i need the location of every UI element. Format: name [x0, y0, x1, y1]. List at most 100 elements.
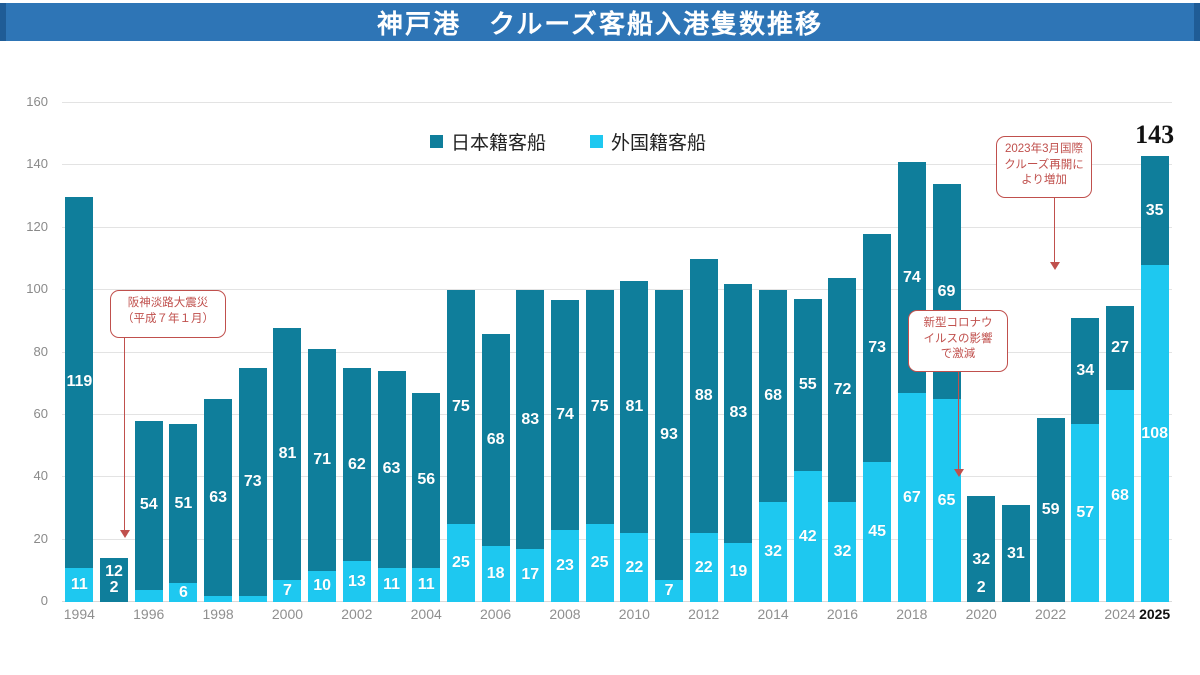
bar-segment-domestic[interactable]: 81 [273, 327, 302, 581]
bar-column[interactable]: 25 75 [585, 290, 614, 602]
bar-segment-foreign[interactable]: 108 [1140, 265, 1169, 602]
bar-segment-domestic[interactable]: 93 [655, 290, 684, 581]
bar-segment-domestic[interactable]: 68 [759, 290, 788, 503]
bar-column[interactable]: 108 35 143 [1135, 120, 1174, 602]
bar-segment-domestic[interactable]: 55 [793, 299, 822, 472]
bar-segment-domestic[interactable]: 31 [1001, 505, 1030, 602]
bar-segment-domestic[interactable]: 34 [1071, 318, 1100, 425]
legend-swatch-icon [590, 135, 604, 148]
bar-segment-foreign[interactable]: 19 [724, 542, 753, 602]
bar-column[interactable]: 31 [1001, 505, 1030, 602]
bar-segment-foreign[interactable]: 25 [446, 524, 475, 602]
bar-column[interactable]: 22 81 [620, 280, 649, 602]
bar-segment-foreign[interactable]: 32 [828, 502, 857, 602]
bar-column[interactable]: 10 71 [308, 349, 337, 602]
bar-segment-domestic[interactable]: 27 [1105, 305, 1134, 390]
bar-segment-domestic[interactable]: 88 [689, 258, 718, 534]
bar-column[interactable]: 73 [238, 368, 267, 602]
bar-segment-foreign[interactable]: 67 [897, 393, 926, 602]
bar-segment-domestic[interactable]: 68 [481, 333, 510, 546]
legend-item-domestic[interactable]: 日本籍客船 [430, 128, 546, 155]
bar-segment-domestic[interactable]: 12 2 [100, 558, 129, 602]
bar-column[interactable]: 18 68 [481, 333, 510, 602]
bar-segment-domestic[interactable]: 63 [377, 371, 406, 568]
bar-value-label: 75 [452, 398, 470, 416]
bar-column[interactable]: 11 63 [377, 371, 406, 602]
bar-segment-foreign[interactable]: 45 [863, 461, 892, 602]
bar-column[interactable]: 6 51 [169, 424, 198, 602]
bar-segment-domestic[interactable]: 74 [550, 299, 579, 531]
bar-segment-foreign[interactable]: 65 [932, 399, 961, 602]
bar-column[interactable]: 32 2 [967, 495, 996, 602]
bar-segment-domestic[interactable]: 59 [1036, 418, 1065, 602]
bar-value-label: 83 [521, 410, 540, 428]
bar-segment-foreign[interactable]: 57 [1071, 424, 1100, 602]
bar-segment-foreign[interactable]: 7 [273, 580, 302, 602]
bar-segment-foreign[interactable]: 11 [412, 567, 441, 602]
bar-segment-foreign[interactable]: 22 [620, 533, 649, 602]
bar-segment-foreign[interactable]: 6 [169, 583, 198, 602]
bar-segment-domestic[interactable]: 83 [516, 290, 545, 549]
bar-column[interactable]: 32 72 [828, 277, 857, 602]
bar-segment-domestic[interactable]: 62 [342, 368, 371, 562]
bar-segment-foreign[interactable]: 32 [759, 502, 788, 602]
bar-column[interactable]: 22 88 [689, 258, 718, 602]
bar-segment-domestic[interactable]: 54 [134, 421, 163, 590]
bar-column[interactable]: 13 62 [342, 368, 371, 602]
bar-segment-foreign[interactable]: 22 [689, 533, 718, 602]
bar-segment-foreign[interactable] [134, 589, 163, 602]
bar-column[interactable]: 23 74 [550, 299, 579, 602]
bar-segment-foreign[interactable] [238, 595, 267, 602]
bar-column[interactable]: 7 81 [273, 327, 302, 602]
gridline [62, 226, 1172, 228]
bar-column[interactable]: 11 56 [412, 393, 441, 602]
bar-segment-foreign[interactable]: 25 [585, 524, 614, 602]
bar-column[interactable]: 65 69 [932, 184, 961, 602]
bar-segment-domestic[interactable]: 71 [308, 349, 337, 571]
bar-segment-foreign[interactable]: 13 [342, 561, 371, 602]
bar-segment-foreign[interactable] [204, 595, 233, 602]
bar-column[interactable]: 12 2 [100, 558, 129, 602]
bar-value-label: 56 [417, 471, 436, 489]
bar-column[interactable]: 7 93 [655, 290, 684, 602]
bar-column[interactable]: 59 [1036, 418, 1065, 602]
bar-column[interactable]: 67 74 [897, 162, 926, 602]
bar-segment-foreign[interactable]: 11 [65, 567, 94, 602]
bar-value-label: 32 [972, 551, 991, 568]
bar-segment-domestic[interactable]: 51 [169, 424, 198, 584]
bar-segment-domestic[interactable]: 56 [412, 393, 441, 568]
bar-column[interactable]: 11 119 [65, 196, 94, 602]
bar-total-label: 143 [1135, 120, 1175, 150]
bar-column[interactable]: 63 [204, 399, 233, 602]
legend-item-foreign[interactable]: 外国籍客船 [590, 128, 706, 155]
bar-column[interactable]: 25 75 [446, 290, 475, 602]
bar-column[interactable]: 42 55 [793, 299, 822, 602]
bar-segment-domestic[interactable]: 73 [238, 368, 267, 596]
bar-value-label: 67 [902, 488, 921, 506]
bar-segment-domestic[interactable]: 75 [585, 290, 614, 525]
bar-segment-domestic[interactable]: 83 [724, 283, 753, 543]
bar-segment-domestic[interactable]: 72 [828, 277, 857, 503]
bar-column[interactable]: 19 83 [724, 283, 753, 602]
bar-segment-foreign[interactable]: 7 [655, 580, 684, 602]
bar-column[interactable]: 54 [134, 421, 163, 602]
bar-segment-foreign[interactable]: 11 [377, 567, 406, 602]
bar-segment-foreign[interactable]: 10 [308, 570, 337, 602]
bar-segment-foreign[interactable]: 17 [516, 548, 545, 602]
bar-segment-foreign[interactable]: 42 [793, 471, 822, 602]
bar-segment-domestic[interactable]: 63 [204, 399, 233, 596]
bar-column[interactable]: 17 83 [516, 290, 545, 602]
bar-column[interactable]: 57 34 [1071, 318, 1100, 602]
bar-segment-domestic[interactable]: 119 [65, 196, 94, 568]
bar-segment-foreign[interactable]: 23 [550, 530, 579, 602]
bar-segment-foreign[interactable]: 18 [481, 545, 510, 602]
bar-segment-domestic[interactable]: 81 [620, 280, 649, 534]
bar-column[interactable]: 32 68 [759, 290, 788, 602]
bar-segment-domestic[interactable]: 32 2 [967, 495, 996, 602]
bar-column[interactable]: 45 73 [863, 234, 892, 602]
bar-segment-domestic[interactable]: 35 [1140, 156, 1169, 266]
bar-segment-domestic[interactable]: 75 [446, 290, 475, 525]
bar-segment-domestic[interactable]: 73 [863, 234, 892, 462]
bar-column[interactable]: 68 27 [1105, 305, 1134, 602]
bar-segment-foreign[interactable]: 68 [1105, 389, 1134, 602]
